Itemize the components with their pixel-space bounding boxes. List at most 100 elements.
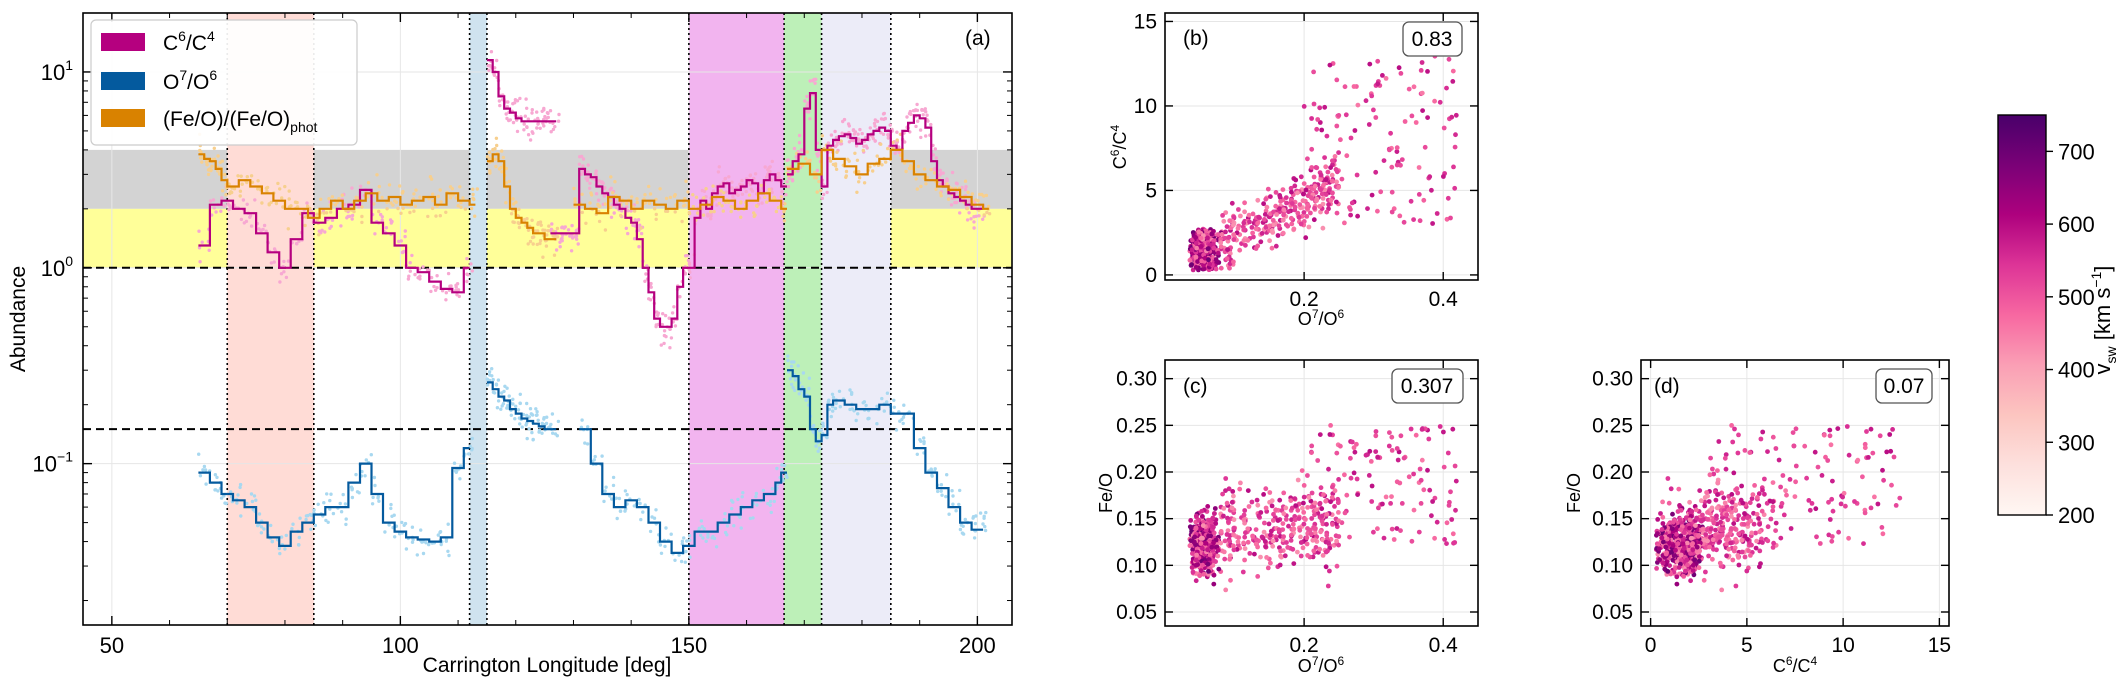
data-point-o7-o6 (496, 378, 501, 382)
panel-c-point (1263, 544, 1268, 549)
panel-d-point (1693, 507, 1699, 513)
data-point-o7-o6 (637, 497, 641, 502)
data-point-c6-c4 (239, 217, 244, 222)
panel-c-point (1313, 526, 1318, 531)
panel-d-point (1765, 524, 1771, 530)
data-point-fe-o (396, 206, 400, 211)
panel-c-point (1254, 537, 1259, 543)
colorbar-tick-label: 200 (2058, 503, 2095, 528)
panel-c-point (1296, 516, 1302, 521)
data-point-c6-c4 (397, 239, 401, 244)
data-point-c6-c4 (489, 50, 494, 54)
panel-b-point (1406, 86, 1412, 92)
data-point-c6-c4 (753, 172, 758, 176)
data-point-fe-o (966, 190, 970, 194)
panel-d-point (1750, 492, 1756, 497)
panel-d-point (1752, 483, 1757, 488)
panel-b-point (1286, 209, 1291, 215)
data-point-o7-o6 (297, 535, 301, 540)
data-point-fe-o (541, 255, 545, 259)
data-point-o7-o6 (238, 485, 242, 490)
data-point-fe-o (938, 191, 943, 195)
panel-c-point (1212, 506, 1218, 511)
data-point-c6-c4 (526, 117, 530, 121)
data-point-fe-o (531, 242, 535, 246)
panel-d-point (1714, 547, 1719, 553)
panel-c-point (1301, 494, 1307, 500)
data-point-fe-o (507, 179, 511, 184)
panel-b-point (1231, 214, 1237, 220)
data-point-fe-o (250, 180, 255, 184)
data-point-fe-o (712, 209, 716, 214)
panel-b-point (1322, 155, 1327, 161)
panel-c-point (1200, 535, 1205, 541)
data-point-c6-c4 (535, 126, 539, 130)
data-point-c6-c4 (197, 229, 201, 233)
data-point-fe-o (544, 244, 549, 248)
data-point-c6-c4 (543, 114, 547, 119)
data-point-o7-o6 (663, 544, 667, 549)
panel-d-point (1726, 546, 1732, 552)
data-point-c6-c4 (389, 221, 393, 225)
panel-d-point (1793, 463, 1799, 469)
panel-b-point (1193, 235, 1198, 240)
panel-b-point (1333, 167, 1339, 172)
data-point-o7-o6 (650, 515, 654, 519)
panel-c-point (1375, 526, 1380, 532)
panel-c-point (1317, 432, 1323, 437)
panel-b-point (1351, 84, 1357, 89)
panel-c-point (1304, 541, 1310, 547)
panel-b-point (1250, 230, 1255, 236)
data-point-c6-c4 (286, 259, 291, 263)
panel-b-point (1445, 195, 1451, 201)
panel-c-point (1245, 488, 1251, 493)
data-point-fe-o (340, 193, 344, 197)
panel-d-point (1841, 490, 1847, 496)
panel-c-point (1284, 540, 1289, 545)
panel-b-point (1330, 190, 1335, 196)
data-point-fe-o (265, 189, 269, 193)
panel-d-point (1812, 449, 1818, 455)
data-point-c6-c4 (429, 289, 433, 294)
panel-b-point (1320, 196, 1326, 201)
data-point-c6-c4 (562, 226, 566, 230)
panel-b-point (1278, 199, 1283, 204)
panel-d-point (1732, 526, 1737, 531)
data-point-fe-o (747, 193, 752, 197)
data-point-fe-o (545, 233, 549, 237)
data-point-fe-o (974, 198, 978, 202)
data-point-c6-c4 (522, 122, 526, 126)
panel-c-point (1394, 526, 1400, 531)
panel-b-point (1352, 128, 1358, 133)
data-point-c6-c4 (770, 190, 774, 195)
data-point-c6-c4 (586, 176, 590, 180)
panel-d-point (1731, 521, 1737, 526)
panel-d-point (1760, 540, 1765, 545)
panel-d-point (1760, 487, 1765, 493)
panel-c-y-tick-label: 0.25 (1116, 414, 1157, 437)
data-point-o7-o6 (520, 425, 524, 429)
panel-c-point (1269, 503, 1275, 509)
data-point-o7-o6 (875, 422, 879, 426)
data-point-fe-o (238, 189, 243, 193)
panel-c-point (1317, 546, 1323, 552)
data-point-o7-o6 (821, 422, 825, 426)
panel-b-point (1348, 135, 1354, 141)
panel-b-point (1452, 185, 1458, 191)
panel-c-y-tick-label: 0.10 (1116, 554, 1157, 577)
panel-c-point (1334, 450, 1340, 456)
panel-b-point (1399, 157, 1405, 163)
panel-b-point (1450, 68, 1456, 74)
data-point-fe-o (552, 253, 557, 257)
data-point-o7-o6 (452, 461, 457, 465)
data-point-c6-c4 (551, 127, 556, 132)
data-point-fe-o (511, 220, 515, 224)
panel-c-point (1219, 548, 1225, 554)
data-point-o7-o6 (387, 523, 391, 527)
panel-d-y-tick-label: 0.10 (1592, 554, 1633, 577)
panel-c-point (1228, 577, 1233, 583)
data-point-c6-c4 (626, 209, 630, 213)
panel-d-point (1687, 530, 1692, 536)
panel-b-point (1227, 265, 1232, 271)
panel-c-point (1315, 458, 1321, 463)
